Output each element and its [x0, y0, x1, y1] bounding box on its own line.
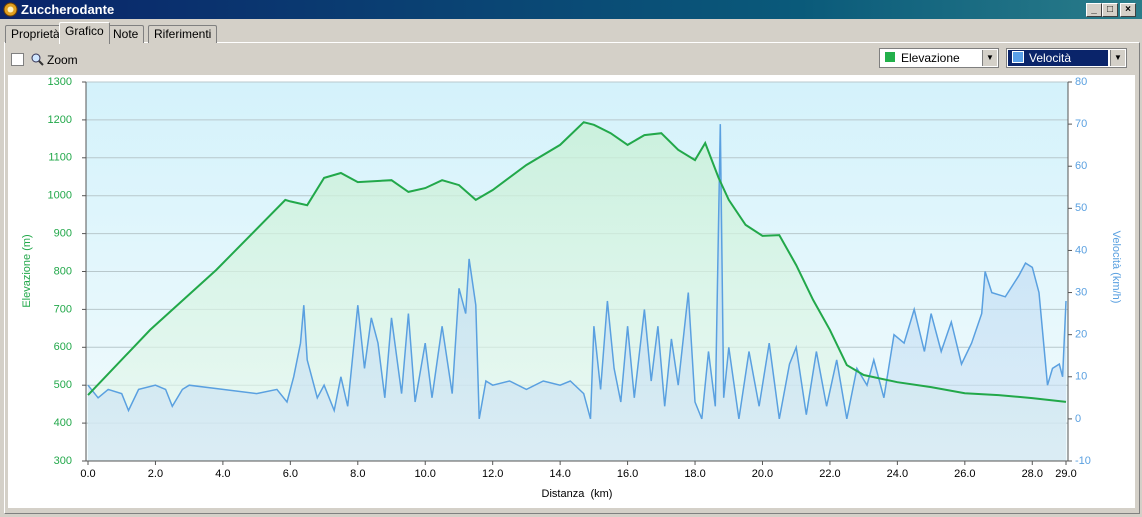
y2-tick-label: 20 [1075, 329, 1087, 341]
y-tick-label: 900 [54, 228, 72, 240]
y2-tick-label: 0 [1075, 413, 1081, 425]
app-icon [3, 2, 18, 17]
series-selector[interactable]: Velocità ▼ [1006, 48, 1127, 68]
y-tick-label: 1200 [48, 114, 72, 126]
y2-tick-label: 70 [1075, 118, 1087, 130]
y-tick-label: 1000 [48, 190, 72, 202]
x-tick-label: 29.0 [1055, 468, 1076, 480]
y-tick-label: 600 [54, 341, 72, 353]
line [87, 121, 1067, 403]
y-axis-label: Elevazione (m) [21, 234, 33, 307]
swatch [884, 51, 896, 63]
selector-label: Elevazione [901, 51, 960, 65]
x-tick-label: 14.0 [549, 468, 570, 480]
y2-tick-label: 50 [1075, 202, 1087, 214]
x-tick-label: 24.0 [887, 468, 908, 480]
y-tick-label: 300 [54, 455, 72, 467]
y-tick-label: 700 [54, 303, 72, 315]
title-bar: Zuccherodante _ □ × [0, 0, 1142, 19]
tab-selected[interactable]: Grafico [59, 22, 110, 44]
y-tick-label: 1100 [48, 152, 72, 164]
y2-tick-label: 60 [1075, 160, 1087, 172]
dropdown-arrow[interactable]: ▼ [1110, 50, 1125, 66]
series-selector[interactable]: Elevazione ▼ [879, 48, 999, 68]
x-tick-label: 2.0 [148, 468, 163, 480]
y2-tick-label: -10 [1075, 455, 1091, 467]
close-button[interactable]: × [1120, 3, 1136, 17]
zoom-icon [31, 53, 44, 66]
minimize-button[interactable]: _ [1086, 3, 1102, 17]
x-tick-label: 8.0 [350, 468, 365, 480]
swatch [1012, 51, 1024, 63]
x-tick-label: 16.0 [617, 468, 638, 480]
selector-label: Velocità [1029, 51, 1072, 65]
x-tick-label: 0.0 [80, 468, 95, 480]
x-tick-label: 22.0 [819, 468, 840, 480]
y-tick-label: 400 [54, 417, 72, 429]
selector-highlight: Velocità [1008, 50, 1108, 66]
y2-tick-label: 40 [1075, 244, 1087, 256]
y-tick-label: 1300 [48, 76, 72, 88]
x-tick-label: 12.0 [482, 468, 503, 480]
y2-axis-label: Velocità (km/h) [1110, 231, 1122, 304]
zoom-label: Zoom [47, 53, 78, 67]
zoom-checkbox[interactable] [11, 53, 24, 66]
dropdown-arrow[interactable]: ▼ [982, 50, 997, 66]
x-tick-label: 10.0 [415, 468, 436, 480]
x-tick-label: 4.0 [215, 468, 230, 480]
x-tick-label: 26.0 [954, 468, 975, 480]
x-axis-label: Distanza (km) [542, 488, 613, 500]
tab[interactable]: Note [107, 25, 145, 43]
tab[interactable]: Riferimenti [148, 25, 218, 43]
window-title: Zuccherodante [21, 2, 115, 17]
maximize-button[interactable]: □ [1102, 3, 1118, 17]
x-tick-label: 6.0 [283, 468, 298, 480]
x-tick-label: 20.0 [752, 468, 773, 480]
chart: 3004005006007008009001000110012001300-10… [8, 75, 1135, 508]
line [87, 124, 1067, 420]
y2-tick-label: 30 [1075, 286, 1087, 298]
tab-panel [4, 42, 1140, 514]
y2-tick-label: 80 [1075, 76, 1087, 88]
y-tick-label: 800 [54, 265, 72, 277]
x-tick-label: 28.0 [1022, 468, 1043, 480]
x-tick-label: 18.0 [684, 468, 705, 480]
y-tick-label: 500 [54, 379, 72, 391]
tab[interactable]: Proprietà [5, 25, 66, 43]
area [88, 124, 1066, 461]
y2-tick-label: 10 [1075, 371, 1087, 383]
